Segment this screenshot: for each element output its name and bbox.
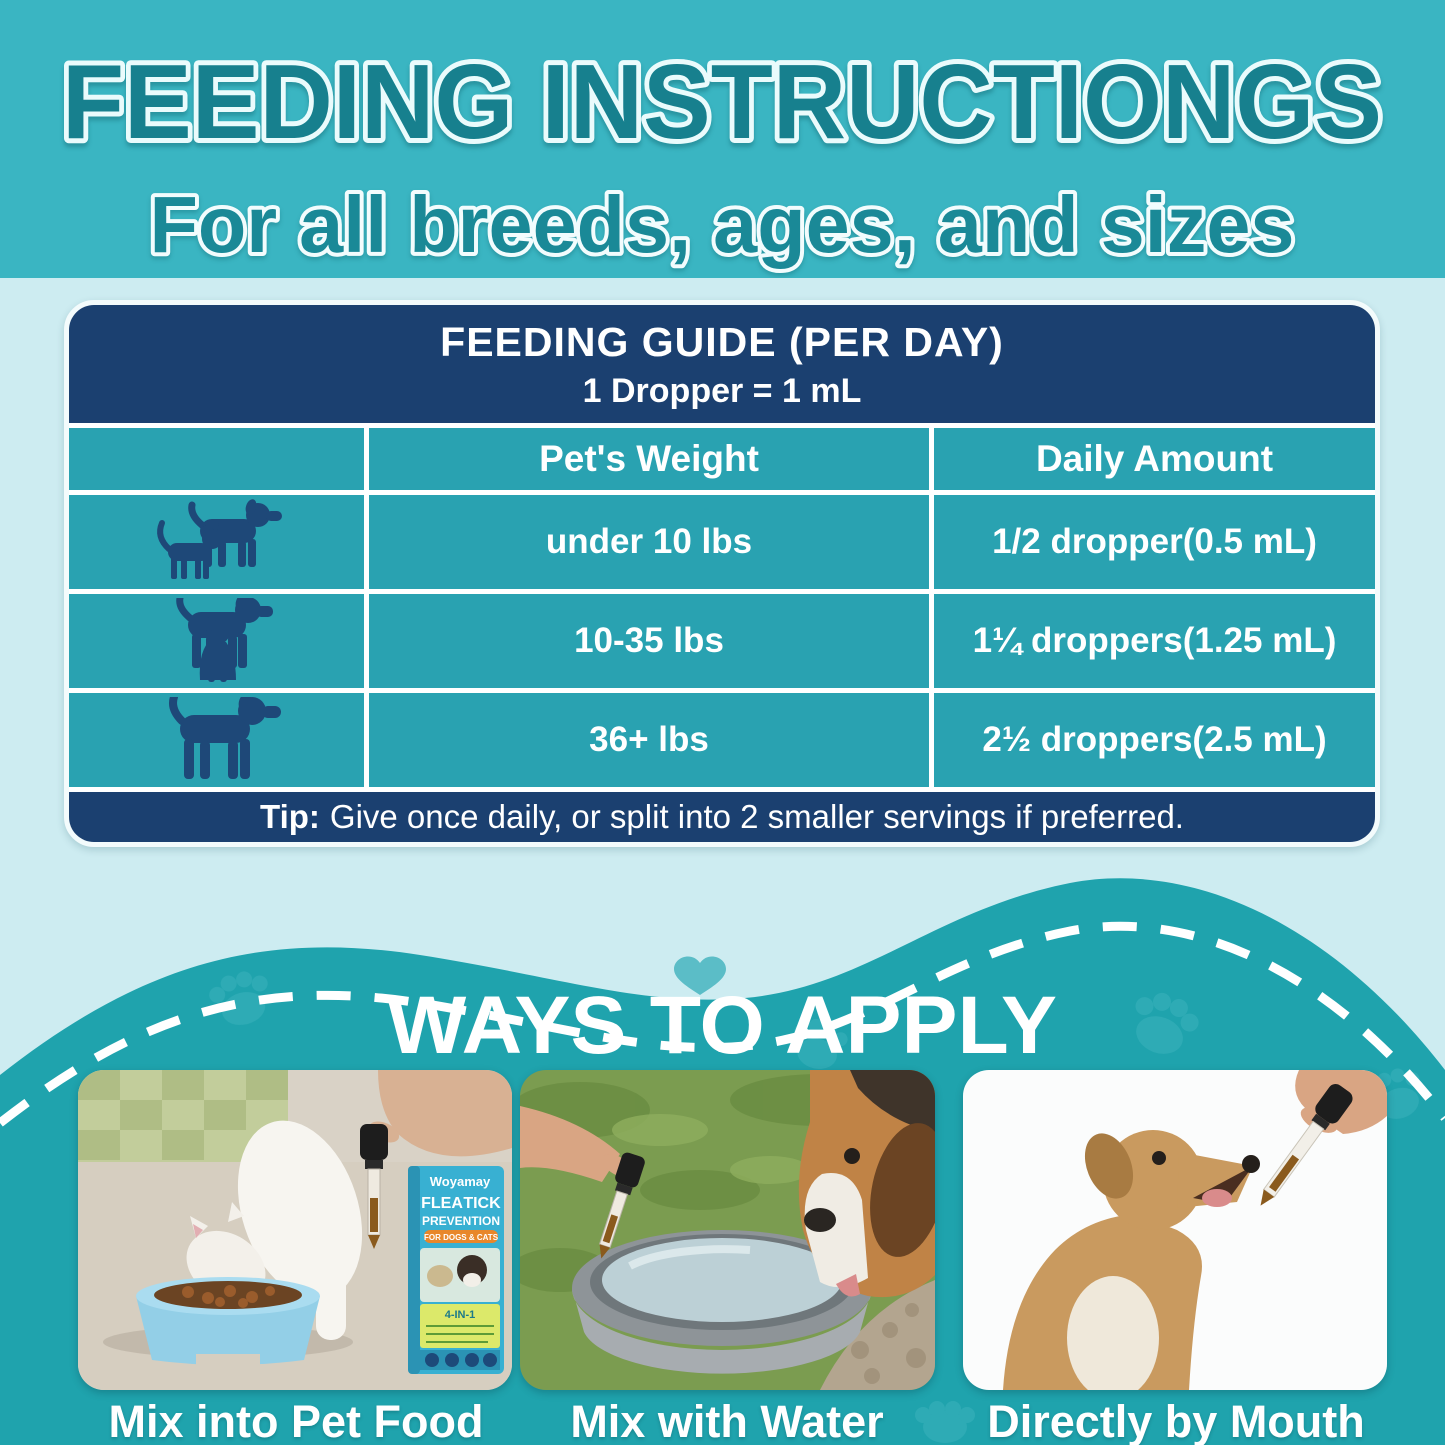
cat-and-dog-icon — [69, 495, 364, 589]
photo-mix-into-pet-food: Woyamay FLEA TICK PREVENTION FOR DOGS & … — [78, 1070, 512, 1390]
table-row: 10-35 lbs 1¼ droppers(1.25 mL) — [69, 594, 1375, 688]
amount-cell: 1¼ droppers(1.25 mL) — [934, 594, 1375, 688]
product-box: Woyamay FLEA TICK PREVENTION FOR DOGS & … — [408, 1166, 504, 1374]
weight-cell: 10-35 lbs — [369, 594, 929, 688]
svg-text:Woyamay: Woyamay — [430, 1174, 491, 1189]
top-banner — [0, 0, 1445, 278]
photo-directly-by-mouth — [963, 1070, 1387, 1390]
weight-cell: under 10 lbs — [369, 495, 929, 589]
hand-with-dropper — [360, 1070, 512, 1249]
large-dog-icon — [69, 693, 364, 787]
table-row: 36+ lbs 2½ droppers(2.5 mL) — [69, 693, 1375, 787]
daily-amount-column-header: Daily Amount — [934, 428, 1375, 490]
table-row: under 10 lbs 1/2 dropper(0.5 mL) — [69, 495, 1375, 589]
svg-text:FLEA: FLEA — [421, 1195, 463, 1212]
page-title: FEEDING INSTRUCTIONGS — [62, 43, 1382, 161]
table-header: FEEDING GUIDE (PER DAY) 1 Dropper = 1 mL — [69, 305, 1375, 423]
svg-text:TICK: TICK — [463, 1195, 501, 1212]
svg-text:PREVENTION: PREVENTION — [422, 1214, 500, 1228]
paw-watermarks — [209, 956, 1420, 1443]
apply-method-cards: Woyamay FLEA TICK PREVENTION FOR DOGS & … — [0, 1070, 1445, 1390]
hand-with-dropper — [520, 1106, 645, 1259]
page-subtitle: For all breeds, ages, and sizes — [150, 180, 1295, 269]
feeding-guide-table: FEEDING GUIDE (PER DAY) 1 Dropper = 1 mL… — [64, 300, 1380, 847]
two-dogs-icon — [69, 594, 364, 688]
pets-weight-column-header: Pet's Weight — [369, 428, 929, 490]
dog-figure — [1003, 1130, 1260, 1390]
table-title: FEEDING GUIDE (PER DAY) — [440, 319, 1004, 365]
water-bowl — [572, 1230, 872, 1374]
photo-mix-with-water — [520, 1070, 935, 1390]
icon-column-header — [69, 428, 364, 490]
beagle-figure — [798, 1070, 935, 1298]
amount-cell: 2½ droppers(2.5 mL) — [934, 693, 1375, 787]
tip-bar: Tip: Give once daily, or split into 2 sm… — [69, 792, 1375, 842]
column-header-row: Pet's Weight Daily Amount — [69, 428, 1375, 490]
tip-text: Give once daily, or split into 2 smaller… — [329, 798, 1184, 835]
tip-label: Tip: — [260, 798, 320, 835]
caption-mix-with-water: Mix with Water — [570, 1396, 884, 1445]
hand-with-dropper — [1260, 1070, 1387, 1206]
caption-mix-into-pet-food: Mix into Pet Food — [108, 1396, 484, 1445]
caption-directly-by-mouth: Directly by Mouth — [987, 1396, 1365, 1445]
dashed-wave-line — [0, 921, 1445, 1127]
food-bowl — [136, 1277, 320, 1376]
title-block: FEEDING INSTRUCTIONGS For all breeds, ag… — [57, 38, 1387, 273]
amount-cell: 1/2 dropper(0.5 mL) — [934, 495, 1375, 589]
svg-text:FOR DOGS & CATS: FOR DOGS & CATS — [424, 1233, 499, 1242]
weight-cell: 36+ lbs — [369, 693, 929, 787]
table-subtitle: 1 Dropper = 1 mL — [582, 372, 862, 410]
ways-to-apply-title: WAYS TO APPLY — [387, 980, 1057, 1071]
svg-text:4-IN-1: 4-IN-1 — [445, 1309, 476, 1321]
